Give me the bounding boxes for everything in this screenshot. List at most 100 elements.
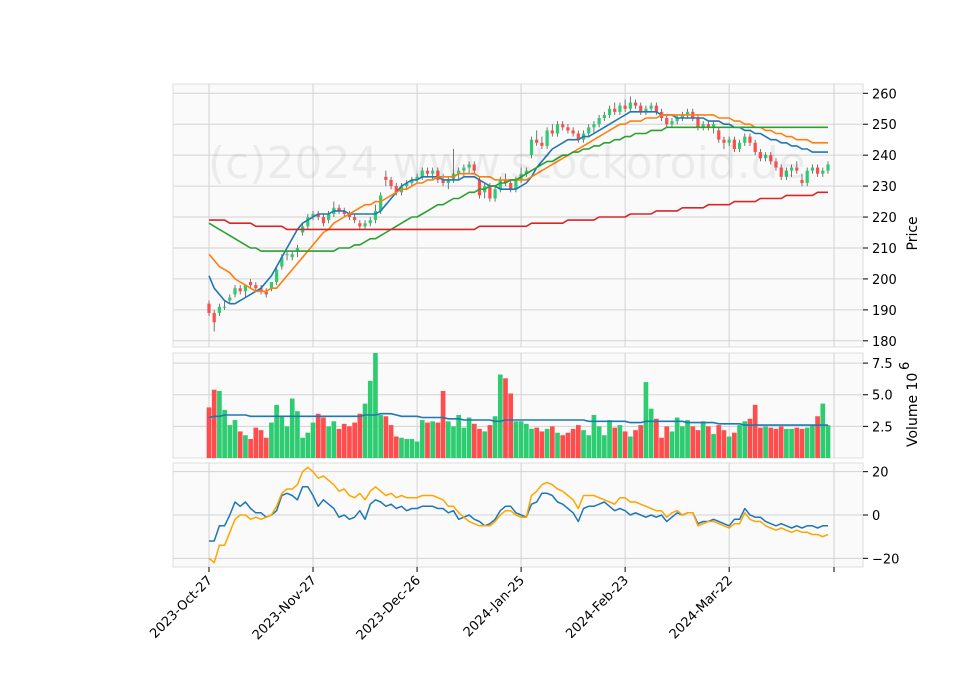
volume-bar	[248, 439, 253, 458]
volume-bar	[773, 428, 779, 458]
volume-bar	[477, 428, 482, 458]
volume-bar	[508, 393, 514, 458]
volume-bar	[523, 423, 529, 458]
volume-bar	[648, 408, 654, 458]
volume-bar	[664, 426, 670, 458]
candle-body	[633, 102, 638, 106]
volume-bar	[591, 414, 597, 458]
candle-body	[431, 170, 435, 174]
candle-body	[685, 111, 690, 115]
candle-body	[321, 217, 326, 224]
candle-body	[514, 179, 518, 190]
candle-body	[550, 130, 554, 134]
candle-body	[290, 254, 294, 258]
volume-bar	[815, 416, 820, 458]
candle-body	[254, 285, 258, 289]
candle-body	[441, 179, 445, 184]
candle-body	[238, 288, 242, 292]
candle-body	[285, 254, 289, 256]
volume-bar	[388, 425, 394, 458]
candle-body	[462, 167, 466, 171]
candle-body	[472, 164, 476, 171]
volume-bar	[315, 413, 321, 458]
candle-body	[415, 176, 419, 180]
volume-bar	[778, 426, 784, 458]
candle-body	[358, 223, 362, 227]
price-tick-label: 240	[872, 149, 897, 164]
candle-body	[774, 161, 778, 168]
candle-body	[706, 124, 710, 128]
volume-bar	[659, 437, 664, 458]
oscillator-line	[209, 486, 828, 542]
candle-body	[353, 217, 357, 221]
volume-average-line	[208, 412, 828, 426]
candle-body	[623, 105, 627, 109]
candle-body	[275, 269, 279, 283]
volume-bar	[331, 421, 337, 458]
candle-body	[493, 189, 497, 199]
volume-tick-label: 5.0	[872, 389, 893, 404]
candle-body	[607, 108, 612, 115]
candle-body	[524, 170, 528, 174]
candle-body	[701, 124, 705, 128]
volume-bar	[237, 431, 243, 458]
candle-body	[784, 170, 788, 177]
volume-bar	[820, 403, 826, 458]
volume-bar	[404, 439, 410, 458]
volume-bar	[575, 425, 581, 458]
volume-bar	[627, 436, 633, 458]
volume-bar	[742, 421, 748, 458]
volume-bar	[612, 427, 618, 458]
candle-body	[212, 312, 216, 323]
x-tick-label: 2023-Dec-26	[354, 573, 424, 643]
price-tick-label: 210	[872, 242, 897, 257]
volume-bar	[497, 374, 503, 458]
candle-body	[555, 124, 560, 134]
volume-bar	[763, 426, 768, 458]
volume-bar	[321, 417, 326, 458]
candle-body	[535, 139, 539, 143]
candle-body	[394, 186, 398, 193]
volume-bar	[721, 430, 727, 458]
volume-bar	[232, 420, 238, 458]
volume-bar	[414, 441, 420, 458]
volume-bar	[352, 422, 357, 458]
volume-axis-exponent: 6	[898, 362, 913, 370]
volume-bar	[206, 407, 212, 458]
candle-body	[592, 124, 596, 128]
volume-bar	[456, 414, 462, 458]
candle-body	[789, 167, 794, 171]
volume-bar	[638, 425, 644, 458]
candle-body	[670, 121, 674, 125]
volume-bar	[669, 431, 675, 458]
volume-bar	[326, 426, 331, 458]
volume-bar	[482, 431, 488, 458]
candle-body	[805, 170, 809, 184]
volume-bar	[539, 431, 545, 458]
candle-body	[347, 213, 352, 218]
candle-body	[425, 170, 430, 174]
price-tick-label: 200	[872, 273, 897, 288]
volume-bar	[674, 417, 680, 458]
volume-bar	[513, 421, 519, 458]
volume-bar	[581, 430, 586, 458]
candle-body	[587, 127, 591, 134]
volume-bar	[804, 427, 810, 458]
volume-bar	[310, 422, 316, 458]
volume-bar	[471, 423, 477, 458]
candle-body	[243, 285, 248, 292]
candle-body	[795, 167, 799, 171]
candle-body	[743, 136, 747, 143]
candle-body	[576, 133, 580, 140]
volume-bar	[789, 428, 794, 458]
candle-body	[316, 213, 320, 218]
volume-bar	[732, 432, 737, 458]
candle-body	[446, 179, 450, 184]
volume-bar	[747, 418, 753, 458]
volume-bar	[706, 426, 711, 458]
candle-body	[675, 118, 679, 122]
volume-bar	[373, 353, 378, 458]
candle-body	[269, 282, 274, 289]
volume-bar	[680, 426, 685, 458]
